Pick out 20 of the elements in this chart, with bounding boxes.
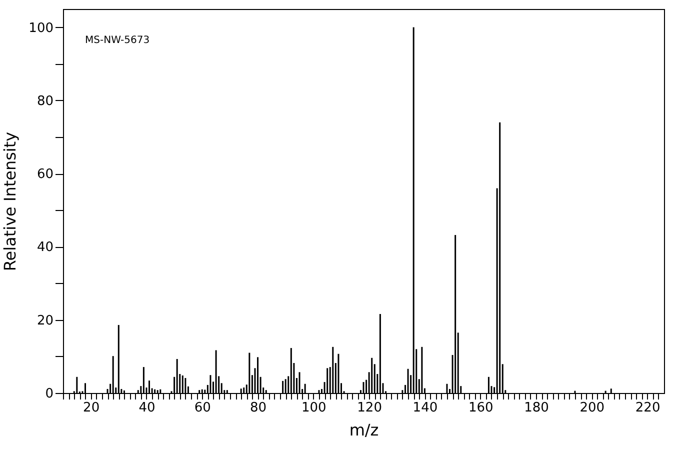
y-tick-label: 60 <box>36 167 54 182</box>
y-tick-label: 0 <box>45 386 54 402</box>
y-axis-title: Relative Intensity <box>0 132 20 272</box>
x-tick-label: 160 <box>468 400 494 416</box>
x-tick-label: 100 <box>302 400 326 416</box>
x-tick-label: 60 <box>194 400 211 416</box>
y-tick-label: 80 <box>36 94 54 109</box>
x-tick-label: 120 <box>357 400 382 416</box>
x-tick-label: 80 <box>250 400 267 416</box>
annotation: MS-NW-5673 <box>85 35 150 46</box>
y-tick-label: 100 <box>28 20 54 36</box>
x-tick-label: 180 <box>524 400 549 416</box>
x-tick-label: 40 <box>138 400 156 416</box>
y-tick-label: 20 <box>36 313 54 328</box>
x-tick-label: 220 <box>635 400 660 416</box>
x-tick-label: 140 <box>412 400 438 416</box>
x-tick-label: 20 <box>83 400 100 416</box>
y-tick-label: 40 <box>36 240 54 256</box>
x-tick-label: 200 <box>580 400 605 416</box>
x-axis-title: m/z <box>349 420 379 440</box>
